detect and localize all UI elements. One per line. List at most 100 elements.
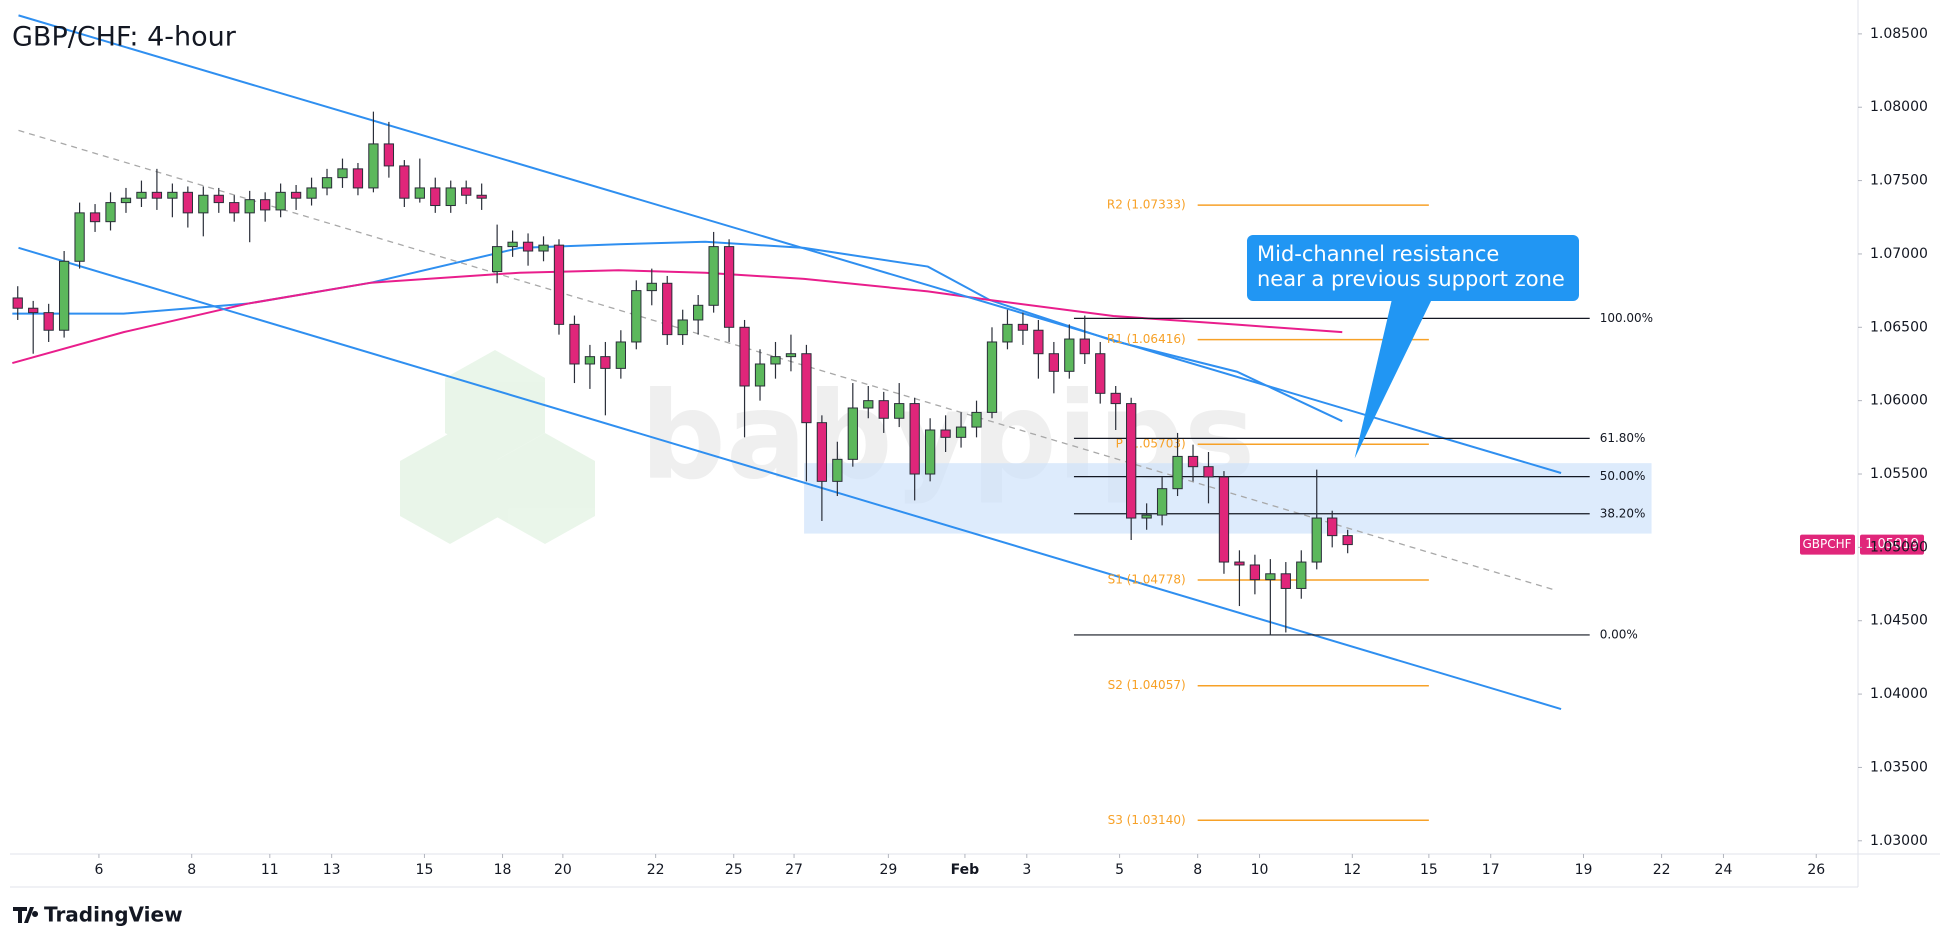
x-tick-label: 24 [1715,862,1733,878]
candle-body [321,177,333,189]
candle-body [1280,573,1291,589]
candle-body [461,187,472,196]
y-tick-label: 1.04000 [1870,686,1928,702]
candle-body [785,353,797,358]
candle-body [1002,323,1013,343]
y-tick-label: 1.06500 [1870,319,1928,335]
x-tick-label: 26 [1807,862,1825,878]
x-tick-label: 18 [494,862,512,878]
candle-body [538,244,549,252]
candle-body [986,341,998,413]
candle-body [105,202,116,223]
trend-line [18,129,1557,592]
pivot-label: S1 (1.04778) [1108,572,1186,586]
candle-body [1126,403,1137,519]
candle-body [198,194,209,214]
x-tick-label: 13 [323,862,341,878]
candle-body [12,297,23,309]
candle-body [1064,338,1075,372]
candle-body [754,363,766,387]
chart-title: GBP/CHF: 4-hour [12,22,237,53]
candle-body [74,212,85,262]
candle-body [1234,561,1245,566]
y-tick-label: 1.03500 [1870,759,1928,775]
trend-line [18,14,1562,474]
candle-body [693,304,704,321]
candle-body [491,246,503,273]
candle-body [28,307,39,314]
symbol-label: GBPCHF [1802,537,1851,551]
candle-body [1342,535,1353,546]
candle-body [151,191,163,199]
candle-body [955,426,967,438]
candle-body [414,187,425,199]
candle-body [924,429,936,475]
candle-body [507,241,518,248]
candle-body [306,187,317,199]
candle-body [1017,323,1029,331]
fib-label: 38.20% [1600,506,1646,520]
candle-body [290,191,302,199]
candle-body [337,168,348,179]
y-tick-label: 1.06000 [1870,393,1928,409]
brand-logo [13,907,39,923]
candle-body [399,165,410,199]
candle-body [352,168,364,189]
candle-body [1141,514,1152,519]
x-tick-label: 22 [647,862,665,878]
symbol-tag [1800,534,1855,555]
candle-body [832,458,843,482]
candle-body [909,403,920,475]
candle-body [1156,488,1168,516]
x-tick-label: 29 [879,862,897,878]
watermark-hex [445,350,545,461]
x-tick-label: 3 [1022,862,1031,878]
candle-body [894,403,905,419]
candle-body [615,341,626,369]
candle-body [863,400,874,409]
y-tick-label: 1.08500 [1870,26,1928,42]
candle-body [167,191,178,199]
candle-body [1172,455,1183,490]
candle-body [940,429,951,438]
x-tick-label: 10 [1251,862,1269,878]
y-tick-label: 1.08000 [1870,99,1928,115]
candle-body [677,319,688,336]
fib-label: 61.80% [1600,431,1646,445]
candle-body [1327,517,1338,537]
pivot-label: S3 (1.03140) [1108,813,1186,827]
candle-body [1095,353,1106,394]
last-price-label: 1.05019 [1865,537,1919,552]
candle-body [229,202,240,214]
x-tick-label: 8 [187,862,196,878]
candle-body [878,400,889,419]
candle-body [770,356,781,365]
annotation-text: Mid-channel resistance [1257,242,1499,266]
candle-body [275,191,286,211]
candle-body [646,282,657,292]
x-tick-label: 12 [1343,862,1361,878]
candle-body [569,323,580,365]
candle-body [182,191,193,214]
candle-body [723,246,735,328]
x-tick-label: 6 [94,862,103,878]
candle-body [1203,466,1214,478]
y-tick-label: 1.04500 [1870,613,1928,629]
candle-body [1079,338,1090,355]
candle-body [600,356,611,369]
candle-body [662,282,673,336]
candle-body [136,191,147,199]
candle-body [971,411,982,428]
candle-body [1218,476,1230,563]
candle-body [1033,329,1044,355]
brand-text: TradingView [44,903,183,927]
x-tick-label: 11 [261,862,279,878]
annotation-pointer [1354,299,1432,459]
candle-body [383,143,395,167]
candle-body [1249,564,1261,581]
fib-label: 0.00% [1600,627,1638,641]
x-tick-label: 19 [1575,862,1593,878]
candle-body [708,246,719,306]
fib-label: 50.00% [1600,469,1646,483]
